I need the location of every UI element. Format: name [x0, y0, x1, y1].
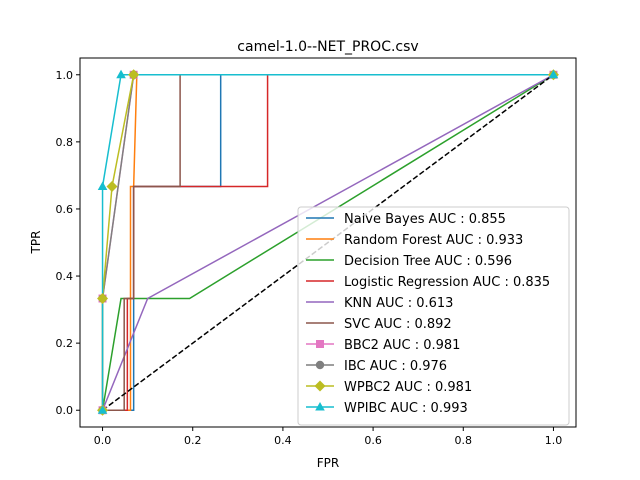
series-9-point-1	[97, 181, 108, 190]
series-9-point-3	[548, 69, 559, 79]
legend-frame	[297, 206, 570, 426]
legend-label-3: Logistic Regression AUC : 0.835	[344, 275, 550, 290]
y-tick-label-5: 1.0	[56, 69, 74, 82]
legend-label-5: SVC AUC : 0.892	[344, 317, 452, 332]
legend: Naive Bayes AUC : 0.855 Random Forest AUC…	[297, 206, 570, 426]
series-line-4	[101, 74, 554, 411]
x-tick-label-0: 0.0	[94, 434, 112, 447]
legend-label-1: Random Forest AUC : 0.933	[344, 233, 523, 248]
series-8-point-1	[97, 293, 109, 305]
series-8-point-3	[128, 69, 140, 81]
y-tick-label-1: 0.2	[56, 337, 74, 350]
legend-label-6: BBC2 AUC : 0.981	[344, 338, 460, 353]
legend-marker-6	[316, 340, 324, 348]
series-line-2	[101, 74, 554, 411]
legend-marker-9	[315, 402, 325, 411]
x-axis-ticks: 0.0 0.2 0.4 0.6 0.8 1.0	[94, 427, 562, 447]
x-tick-label-1: 0.2	[184, 434, 202, 447]
y-tick-label-0: 0.0	[56, 404, 74, 417]
y-axis-label: TPR	[29, 231, 43, 255]
x-tick-label-5: 1.0	[545, 434, 563, 447]
y-tick-label-2: 0.4	[56, 270, 74, 283]
legend-label-0: Naive Bayes AUC : 0.855	[344, 212, 506, 227]
legend-label-2: Decision Tree AUC : 0.596	[344, 254, 512, 269]
chart-title: camel-1.0--NET_PROC.csv	[237, 39, 418, 55]
series-9-point-0	[97, 405, 108, 414]
series-line-5	[102, 74, 554, 411]
legend-marker-7	[315, 360, 325, 370]
y-tick-label-4: 0.8	[56, 136, 74, 149]
series-9-point-2	[116, 69, 126, 79]
y-tick-label-3: 0.6	[56, 203, 74, 216]
series-8-point-2	[106, 180, 118, 192]
plot-markers	[97, 69, 559, 416]
legend-marker-8	[314, 380, 326, 392]
x-tick-label-2: 0.4	[274, 434, 292, 447]
x-tick-label-3: 0.6	[364, 434, 382, 447]
y-axis-ticks: 0.0 0.2 0.4 0.6 0.8 1.0	[56, 69, 80, 417]
plot-frame	[79, 57, 577, 428]
legend-label-9: WPIBC AUC : 0.993	[344, 401, 468, 416]
x-axis-label: FPR	[317, 456, 339, 470]
legend-label-4: KNN AUC : 0.613	[344, 296, 453, 311]
legend-label-7: IBC AUC : 0.976	[344, 359, 447, 374]
legend-label-8: WPBC2 AUC : 0.981	[344, 380, 472, 395]
x-tick-label-4: 0.8	[455, 434, 473, 447]
